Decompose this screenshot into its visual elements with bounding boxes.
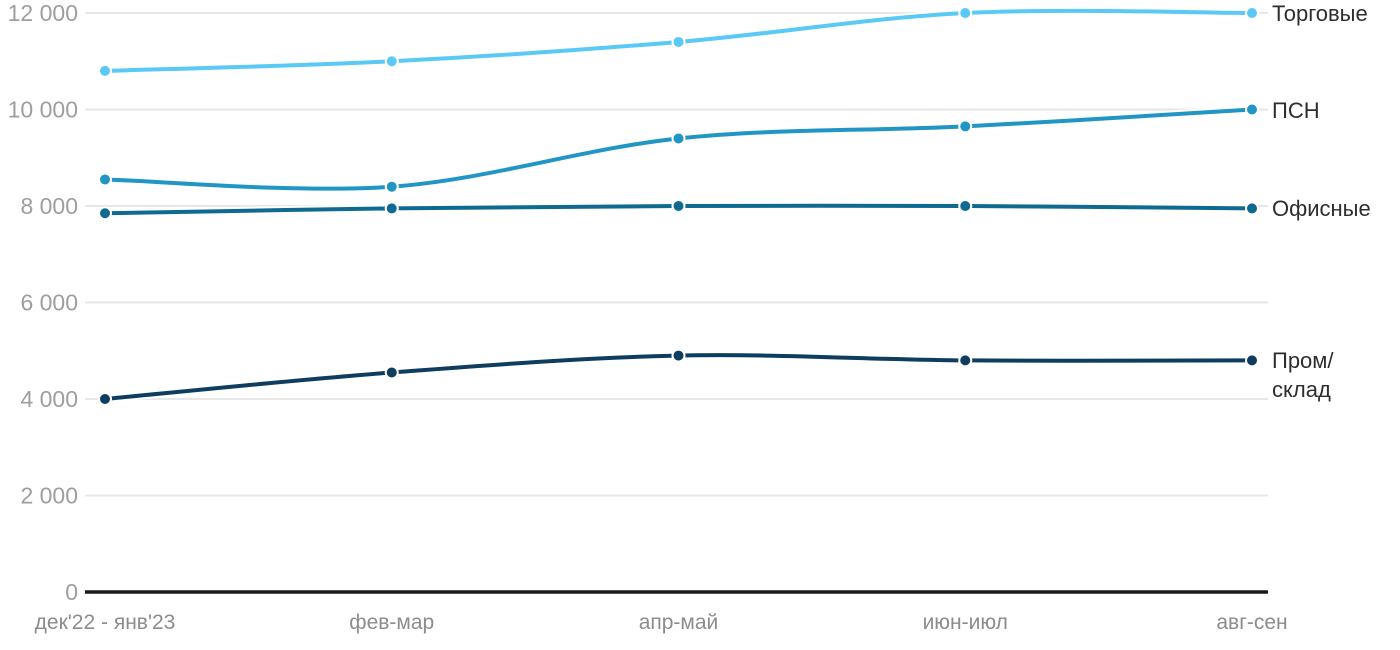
y-tick-label: 6 000 <box>20 290 78 316</box>
data-point-0 <box>958 6 973 20</box>
data-point-1 <box>1245 102 1259 117</box>
data-point-3 <box>98 392 112 406</box>
data-point-0 <box>1245 6 1259 20</box>
data-point-2 <box>98 206 112 221</box>
data-point-3 <box>958 353 973 368</box>
y-tick-label: 4 000 <box>20 386 78 412</box>
data-point-2 <box>958 199 973 213</box>
data-point-2 <box>384 201 399 216</box>
data-point-0 <box>384 54 399 69</box>
data-point-2 <box>1245 201 1259 216</box>
data-point-0 <box>671 34 686 49</box>
data-point-1 <box>384 179 399 194</box>
y-tick-label: 8 000 <box>20 193 78 219</box>
y-tick-label: 2 000 <box>20 483 78 509</box>
data-point-3 <box>671 348 686 363</box>
x-tick-label: фев-мар <box>349 611 434 634</box>
x-tick-label: июн-июл <box>923 611 1008 634</box>
y-tick-label: 12 000 <box>8 0 78 26</box>
x-tick-label: авг-сен <box>1216 611 1287 634</box>
data-point-0 <box>98 63 112 78</box>
data-point-1 <box>958 119 973 134</box>
data-point-1 <box>671 131 686 146</box>
data-point-1 <box>98 172 112 187</box>
data-point-3 <box>1245 353 1259 368</box>
data-point-3 <box>384 365 399 380</box>
data-point-2 <box>671 199 686 213</box>
series-line-1 <box>104 107 1253 191</box>
x-tick-label: апр-май <box>639 611 719 634</box>
y-tick-label: 0 <box>65 579 78 605</box>
x-tick-label: дек'22 - янв'23 <box>35 611 176 634</box>
y-tick-label: 10 000 <box>8 97 78 123</box>
